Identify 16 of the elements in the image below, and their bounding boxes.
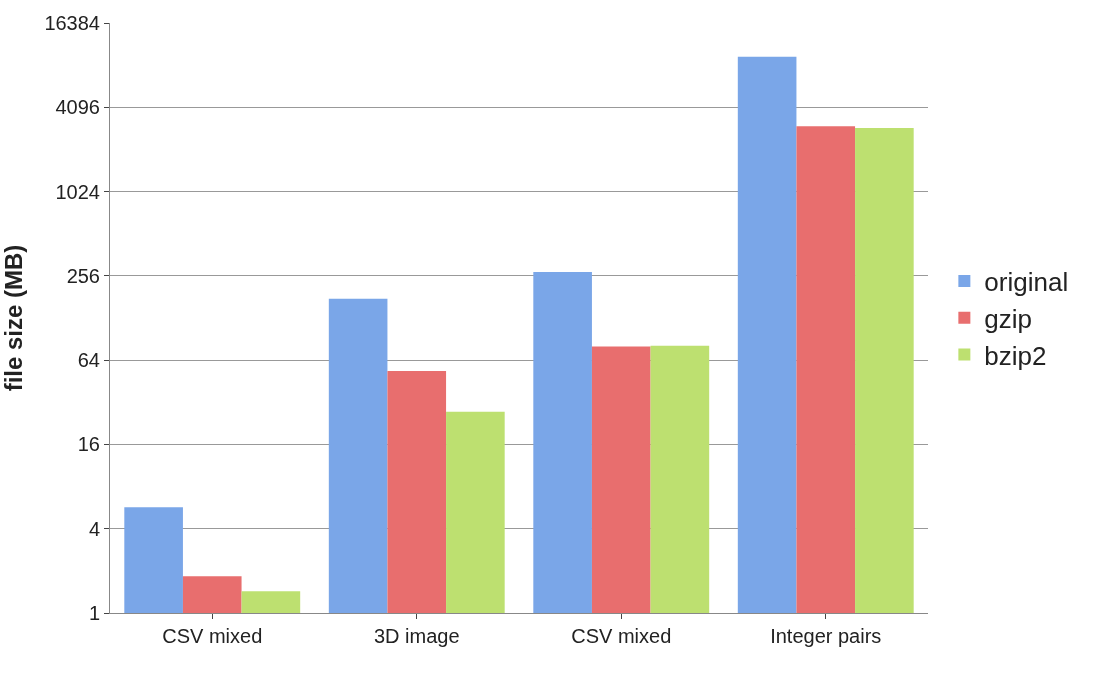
y-tick-label: 16 bbox=[77, 433, 100, 456]
y-tick-label: 256 bbox=[66, 264, 100, 287]
x-tick-label: CSV mixed bbox=[571, 625, 672, 647]
y-axis-title: file size (MB) bbox=[0, 244, 27, 392]
y-tick-label: 1024 bbox=[55, 180, 100, 203]
y-tick-label: 4096 bbox=[55, 96, 100, 119]
legend-label: gzip bbox=[984, 303, 1033, 334]
y-tick-label: 4 bbox=[88, 517, 100, 540]
x-tick-label: Integer pairs bbox=[770, 625, 882, 647]
x-tick-label: 3D image bbox=[373, 625, 460, 647]
x-tick-label: CSV mixed bbox=[162, 625, 263, 647]
legend-label: original bbox=[984, 267, 1069, 298]
y-tick-label: 64 bbox=[77, 349, 100, 372]
y-tick-label: 16384 bbox=[44, 12, 100, 34]
y-tick-label: 1 bbox=[88, 602, 100, 624]
legend-label: bzip2 bbox=[984, 340, 1047, 371]
